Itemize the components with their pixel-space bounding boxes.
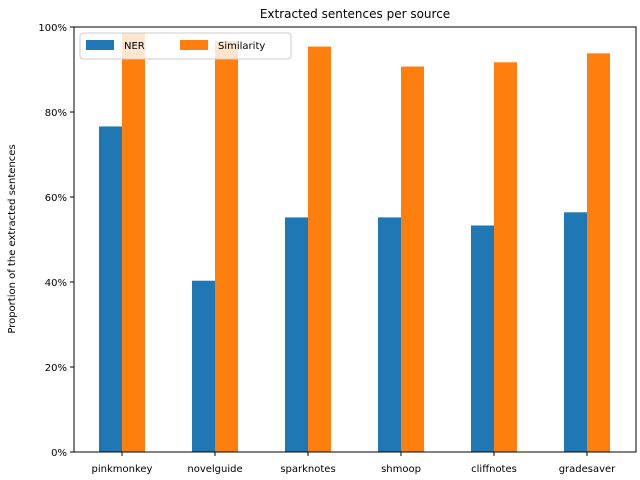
legend: NER Similarity: [79, 32, 292, 60]
legend-label-similarity: Similarity: [218, 41, 265, 52]
y-tick-label: 100%: [38, 23, 67, 34]
y-tick-label: 0%: [51, 448, 67, 459]
y-ticks: 0% 20% 40% 60% 80% 100%: [38, 23, 74, 459]
y-tick-label: 60%: [45, 193, 67, 204]
bar-ner-gradesaver: [564, 212, 587, 452]
legend-label-ner: NER: [124, 41, 145, 52]
bar-similarity-pinkmonkey: [122, 32, 145, 452]
x-tick-label: cliffnotes: [471, 464, 517, 475]
y-tick-label: 40%: [45, 278, 67, 289]
legend-swatch-similarity: [180, 40, 208, 50]
bar-ner-novelguide: [192, 280, 215, 452]
legend-swatch-ner: [86, 40, 114, 50]
bar-ner-cliffnotes: [471, 225, 494, 452]
bars-group: [99, 32, 610, 453]
y-tick-label: 80%: [45, 108, 67, 119]
x-tick-label: sparknotes: [280, 464, 335, 475]
bar-ner-pinkmonkey: [99, 126, 122, 452]
y-tick-label: 20%: [45, 363, 67, 374]
x-ticks: pinkmonkey novelguide sparknotes shmoop clif…: [92, 452, 616, 475]
x-tick-label: gradesaver: [559, 464, 616, 475]
bar-similarity-shmoop: [401, 66, 424, 453]
bar-similarity-novelguide: [215, 41, 238, 453]
chart-title: Extracted sentences per source: [260, 7, 450, 21]
bar-similarity-sparknotes: [308, 46, 331, 453]
x-tick-label: shmoop: [381, 464, 421, 475]
bar-ner-sparknotes: [285, 217, 308, 452]
plot-frame: [73, 26, 637, 453]
x-tick-label: novelguide: [187, 464, 242, 475]
bar-similarity-gradesaver: [587, 53, 610, 452]
x-tick-label: pinkmonkey: [92, 464, 153, 475]
y-axis-label: Proportion of the extracted sentences: [7, 144, 18, 333]
bar-ner-shmoop: [378, 217, 401, 452]
bar-similarity-cliffnotes: [494, 62, 517, 453]
